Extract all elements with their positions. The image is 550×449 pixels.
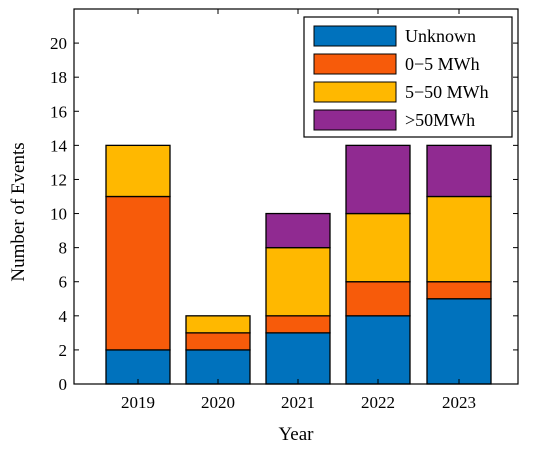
legend-swatch — [313, 81, 397, 103]
bar-2023-series-0 — [426, 298, 492, 385]
legend-swatch — [313, 109, 397, 131]
legend-label: 5−50 MWh — [405, 82, 489, 102]
bar-2022-series-3 — [345, 144, 411, 215]
bar-2023-series-3 — [426, 144, 492, 198]
bar-2022-series-0 — [345, 315, 411, 385]
legend-swatch — [313, 53, 397, 75]
bar-2022-series-1 — [345, 281, 411, 317]
bar-2019-series-2 — [105, 144, 171, 198]
legend-label: Unknown — [405, 26, 476, 46]
y-tick-label: 4 — [59, 307, 68, 326]
y-tick-label: 6 — [59, 273, 68, 292]
x-tick-label: 2023 — [442, 393, 476, 412]
x-tick-label: 2020 — [201, 393, 235, 412]
bars-layer — [105, 144, 492, 385]
bar-2021-series-1 — [265, 315, 331, 334]
y-tick-label: 20 — [50, 34, 67, 53]
y-tick-label: 2 — [59, 341, 68, 360]
bar-2021-series-0 — [265, 332, 331, 385]
bar-2020-series-0 — [185, 349, 251, 385]
bar-2022-series-2 — [345, 212, 411, 283]
axes-layer: 0 2 4 6 8 10 12 14 16 18 20 2019 2020 2021 2022 2023 — [50, 8, 519, 412]
y-tick-label: 0 — [59, 375, 68, 394]
bar-2021-series-2 — [265, 246, 331, 317]
legend-label: >50MWh — [405, 110, 475, 130]
plot-frame — [73, 8, 519, 385]
legend-swatch — [313, 25, 397, 47]
y-tick-label: 10 — [50, 205, 67, 224]
y-tick-label: 16 — [50, 102, 67, 121]
x-tick-label: 2022 — [361, 393, 395, 412]
legend-label: 0−5 MWh — [405, 54, 480, 74]
bar-2020-series-2 — [185, 315, 251, 334]
bar-2023-series-2 — [426, 195, 492, 283]
y-tick-label: 8 — [59, 239, 68, 258]
bar-2020-series-1 — [185, 332, 251, 351]
bar-2023-series-1 — [426, 281, 492, 300]
x-axis-label: Year — [278, 424, 314, 445]
y-axis-label: Number of Events — [8, 142, 29, 281]
legend: Unknown 0−5 MWh 5−50 MWh >50MWh — [303, 16, 513, 138]
y-tick-label: 12 — [50, 170, 67, 189]
bar-2021-series-3 — [265, 212, 331, 249]
bar-2019-series-1 — [105, 195, 171, 351]
x-tick-label: 2019 — [121, 393, 155, 412]
bar-2019-series-0 — [105, 349, 171, 385]
x-tick-label: 2021 — [281, 393, 315, 412]
y-tick-label: 14 — [50, 136, 68, 155]
y-tick-label: 18 — [50, 68, 67, 87]
